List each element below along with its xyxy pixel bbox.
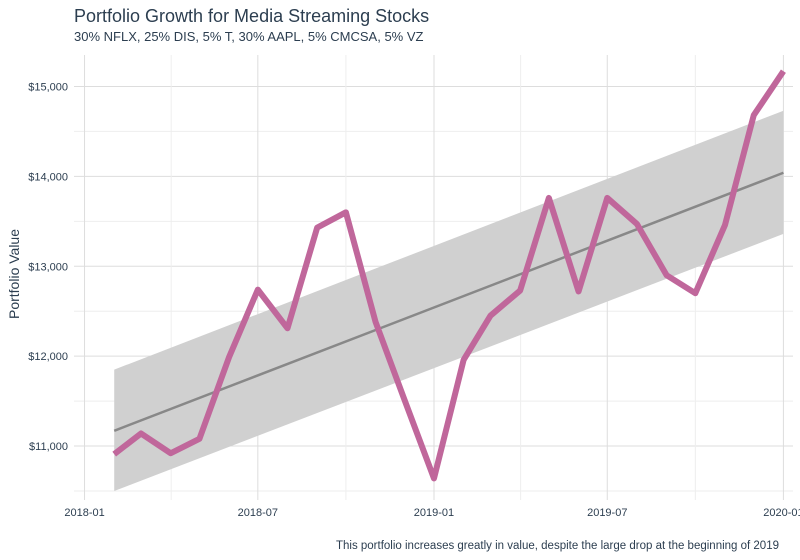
y-tick-label: $12,000 — [28, 351, 68, 363]
axes: $11,000 $12,000 $13,000 $14,000 $15,000 2018-… — [28, 81, 800, 519]
chart-subtitle: 30% NFLX, 25% DIS, 5% T, 30% AAPL, 5% CM… — [74, 29, 424, 44]
chart-caption: This portfolio increases greatly in valu… — [335, 540, 779, 552]
y-tick-label: $14,000 — [28, 171, 68, 183]
y-tick-label: $11,000 — [29, 441, 68, 453]
series-layer — [112, 69, 786, 482]
grid-lines — [74, 55, 793, 500]
y-tick-label: $15,000 — [28, 81, 68, 93]
x-tick-label: 2019-07 — [587, 507, 627, 519]
y-tick-label: $13,000 — [28, 261, 68, 273]
trend-line-layer — [113, 171, 784, 432]
chart-title: Portfolio Growth for Media Streaming Sto… — [74, 6, 430, 26]
trend-line — [113, 171, 784, 432]
x-tick-label: 2019-01 — [414, 507, 454, 519]
x-tick-label: 2018-01 — [64, 507, 104, 519]
series-line — [112, 69, 786, 482]
x-tick-label: 2020-01 — [763, 507, 800, 519]
x-tick-label: 2018-07 — [238, 507, 278, 519]
